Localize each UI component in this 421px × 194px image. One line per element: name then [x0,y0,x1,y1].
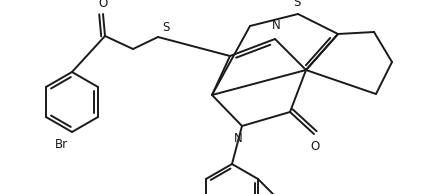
Text: O: O [310,140,320,153]
Text: S: S [293,0,301,9]
Text: O: O [99,0,108,10]
Text: S: S [162,21,169,34]
Text: N: N [272,19,280,32]
Text: N: N [234,132,242,145]
Text: Br: Br [55,138,68,151]
